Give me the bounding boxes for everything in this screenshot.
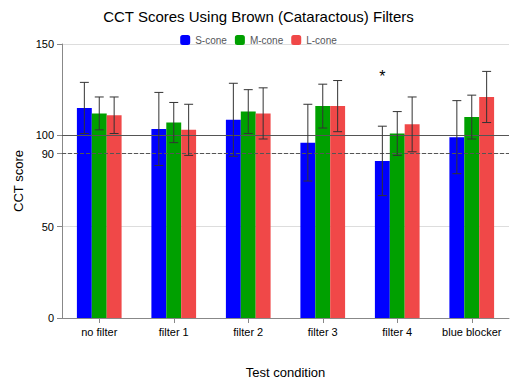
svg-text:L-cone: L-cone <box>306 35 337 46</box>
svg-text:filter 3: filter 3 <box>308 326 338 338</box>
svg-text:*: * <box>379 68 385 85</box>
svg-text:S-cone: S-cone <box>195 35 227 46</box>
svg-text:M-cone: M-cone <box>250 35 284 46</box>
svg-text:no filter: no filter <box>81 326 117 338</box>
svg-text:0: 0 <box>48 312 54 324</box>
svg-text:Test condition: Test condition <box>246 365 326 380</box>
svg-text:CCT Scores Using Brown (Catara: CCT Scores Using Brown (Cataractous) Fil… <box>103 8 414 25</box>
svg-text:150: 150 <box>36 38 54 50</box>
svg-text:50: 50 <box>42 221 54 233</box>
svg-text:filter 4: filter 4 <box>382 326 412 338</box>
svg-text:blue blocker: blue blocker <box>442 326 502 338</box>
svg-text:CCT score: CCT score <box>11 150 26 212</box>
svg-text:90: 90 <box>42 148 54 160</box>
svg-text:filter 1: filter 1 <box>159 326 189 338</box>
svg-text:filter 2: filter 2 <box>233 326 263 338</box>
svg-text:100: 100 <box>36 129 54 141</box>
